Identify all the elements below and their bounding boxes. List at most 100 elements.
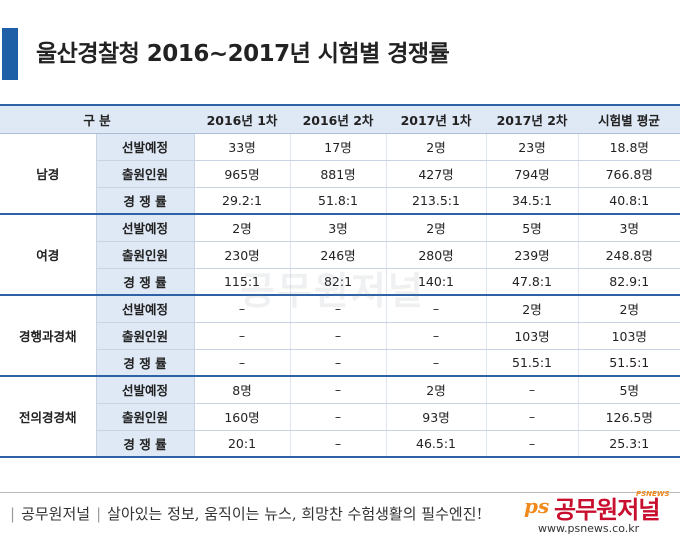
table-cell: – xyxy=(194,322,291,350)
table-row: 경행과경채 선발예정 – – –2명 2명 xyxy=(0,295,680,377)
table-cell: 82.9:1 xyxy=(578,268,680,296)
table-cell: – xyxy=(290,322,387,350)
table-cell: 115:1 xyxy=(194,268,291,296)
table-row: 전의경경채 선발예정 8명 –2명 –5명 xyxy=(0,376,680,458)
table-cell: 5명 xyxy=(486,214,579,242)
table-cell: 965명 xyxy=(194,160,291,188)
table-cell: 239명 xyxy=(486,241,579,269)
table-cell: – xyxy=(386,322,487,350)
table-cell: 46.5:1 xyxy=(386,430,487,458)
table-cell: 2명 xyxy=(194,214,291,242)
table-cell: 51.5:1 xyxy=(578,349,680,377)
group-label: 전의경경채 xyxy=(0,376,97,458)
table-cell: 29.2:1 xyxy=(194,187,291,215)
table-row: 경 쟁 률 – – –51.5:1 51.5:1 xyxy=(0,349,680,377)
table-row: 출원인원 – – –103명 103명 xyxy=(0,322,680,350)
table-row: 여경 선발예정 2명 3명 2명 5명 3명 xyxy=(0,214,680,296)
row-label: 선발예정 xyxy=(96,376,195,404)
table-cell: – xyxy=(290,376,387,404)
group-label: 경행과경채 xyxy=(0,295,97,377)
table-cell: 2명 xyxy=(578,295,680,323)
logo-url: www.psnews.co.kr xyxy=(538,522,640,535)
table-cell: 248.8명 xyxy=(578,241,680,269)
table-cell: 213.5:1 xyxy=(386,187,487,215)
title-bar: 울산경찰청 2016~2017년 시험별 경쟁률 xyxy=(0,0,680,86)
table-cell: 160명 xyxy=(194,403,291,431)
footer-divider xyxy=(0,492,680,493)
table-cell: 3명 xyxy=(290,214,387,242)
table-cell: – xyxy=(386,349,487,377)
row-label: 경 쟁 률 xyxy=(96,187,195,215)
table-cell: 230명 xyxy=(194,241,291,269)
table-cell: – xyxy=(290,295,387,323)
table-cell: 34.5:1 xyxy=(486,187,579,215)
table-cell: 51.5:1 xyxy=(486,349,579,377)
table-row: 남경 선발예정 33명 17명 2명 23명 18.8명 xyxy=(0,133,680,215)
table-cell: – xyxy=(486,376,579,404)
table-cell: 126.5명 xyxy=(578,403,680,431)
table-row: 경 쟁 률 115:1 82:1 140:1 47.8:1 82.9:1 xyxy=(0,268,680,296)
table-cell: – xyxy=(194,349,291,377)
row-label: 경 쟁 률 xyxy=(96,349,195,377)
table-cell: 47.8:1 xyxy=(486,268,579,296)
header-2017-1: 2017년 1차 xyxy=(386,104,486,134)
table-cell: 2명 xyxy=(386,376,487,404)
header-2016-2: 2016년 2차 xyxy=(290,104,386,134)
table-row: 출원인원 965명 881명 427명 794명 766.8명 xyxy=(0,160,680,188)
table-header-row: 구 분 2016년 1차 2016년 2차 2017년 1차 2017년 2차 … xyxy=(0,104,680,134)
table-cell: 25.3:1 xyxy=(578,430,680,458)
table-cell: 766.8명 xyxy=(578,160,680,188)
table-cell: 103명 xyxy=(578,322,680,350)
table-cell: 82:1 xyxy=(290,268,387,296)
separator: | xyxy=(96,505,102,523)
table-cell: 246명 xyxy=(290,241,387,269)
table-cell: – xyxy=(290,403,387,431)
row-label: 출원인원 xyxy=(96,403,195,431)
table-cell: 93명 xyxy=(386,403,487,431)
table-cell: – xyxy=(486,430,579,458)
separator: | xyxy=(10,505,16,523)
table-cell: 2명 xyxy=(386,214,487,242)
psnews-logo[interactable]: ps 공무원저널 PSNEWS www.psnews.co.kr xyxy=(524,488,674,538)
table-cell: 33명 xyxy=(194,133,291,161)
logo-news-tag: PSNEWS xyxy=(636,490,670,498)
table-cell: 8명 xyxy=(194,376,291,404)
row-label: 선발예정 xyxy=(96,214,195,242)
table-row: 출원인원 230명 246명 280명 239명 248.8명 xyxy=(0,241,680,269)
table-cell: 17명 xyxy=(290,133,387,161)
table-cell: 881명 xyxy=(290,160,387,188)
header-average: 시험별 평균 xyxy=(578,104,680,134)
table-cell: – xyxy=(290,430,387,458)
table-cell: 23명 xyxy=(486,133,579,161)
row-label: 선발예정 xyxy=(96,133,195,161)
group-label: 여경 xyxy=(0,214,97,296)
title-accent-bar xyxy=(2,28,18,80)
row-label: 선발예정 xyxy=(96,295,195,323)
row-label: 출원인원 xyxy=(96,322,195,350)
header-2016-1: 2016년 1차 xyxy=(194,104,290,134)
page-title: 울산경찰청 2016~2017년 시험별 경쟁률 xyxy=(36,41,450,67)
row-label: 출원인원 xyxy=(96,241,195,269)
table-row: 경 쟁 률 29.2:1 51.8:1 213.5:1 34.5:1 40.8:1 xyxy=(0,187,680,215)
logo-ps-mark: ps xyxy=(524,494,550,518)
table-row: 출원인원 160명 –93명 –126.5명 xyxy=(0,403,680,431)
footer-slogan-text: 살아있는 정보, 움직이는 뉴스, 희망찬 수험생활의 필수엔진! xyxy=(107,505,483,523)
table-cell: 427명 xyxy=(386,160,487,188)
table-cell: 5명 xyxy=(578,376,680,404)
table-cell: 794명 xyxy=(486,160,579,188)
footer-brand: 공무원저널 xyxy=(21,505,91,523)
table-cell: 2명 xyxy=(486,295,579,323)
group-label: 남경 xyxy=(0,133,97,215)
table-cell: 40.8:1 xyxy=(578,187,680,215)
row-label: 출원인원 xyxy=(96,160,195,188)
table-row: 경 쟁 률 20:1–46.5:1–25.3:1 xyxy=(0,430,680,458)
row-label: 경 쟁 률 xyxy=(96,430,195,458)
table-cell: 280명 xyxy=(386,241,487,269)
table-cell: – xyxy=(486,403,579,431)
table-cell: 103명 xyxy=(486,322,579,350)
row-label: 경 쟁 률 xyxy=(96,268,195,296)
table-cell: – xyxy=(386,295,487,323)
table-cell: – xyxy=(290,349,387,377)
table-cell: 20:1 xyxy=(194,430,291,458)
footer-slogan: | 공무원저널 | 살아있는 정보, 움직이는 뉴스, 희망찬 수험생활의 필수엔진! xyxy=(4,503,483,524)
